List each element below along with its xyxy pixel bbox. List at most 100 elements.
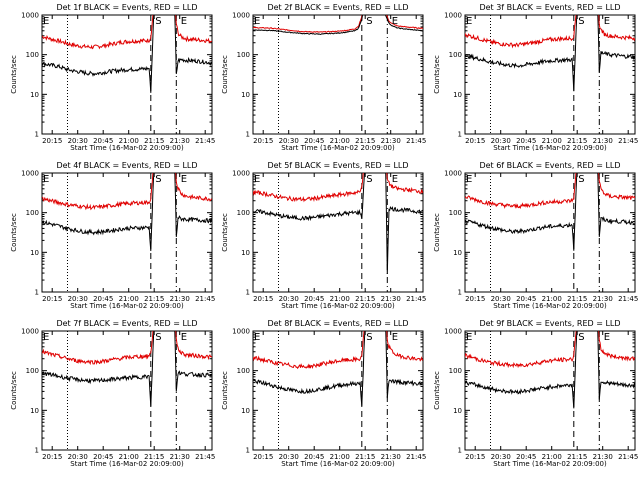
x-tick-label: 20:30 xyxy=(279,295,299,303)
event-marker: S xyxy=(155,174,161,185)
y-tick-label: 10 xyxy=(30,249,39,257)
y-tick-label: 10 xyxy=(30,407,39,415)
plot-frame xyxy=(252,172,424,293)
x-tick-label: 21:15 xyxy=(567,137,587,145)
x-tick-label: 20:30 xyxy=(491,137,511,145)
y-tick-label: 1000 xyxy=(232,328,250,336)
event-marker: E xyxy=(392,174,398,185)
event-marker: E xyxy=(43,332,49,343)
x-tick-label: 21:15 xyxy=(567,453,587,461)
event-marker: S xyxy=(155,16,161,27)
x-tick-label: 20:15 xyxy=(253,137,273,145)
series-line-lld xyxy=(42,173,212,211)
x-tick-label: 20:30 xyxy=(279,137,299,145)
x-tick-label: 21:15 xyxy=(355,137,375,145)
x-tick-label: 20:45 xyxy=(516,137,536,145)
series-line-lld xyxy=(253,331,423,370)
x-tick-label: 21:00 xyxy=(542,453,562,461)
series-line-lld xyxy=(42,331,212,366)
y-axis-label: Counts/sec xyxy=(433,213,441,252)
y-tick-label: 10 xyxy=(453,91,462,99)
y-axis-label: Counts/sec xyxy=(10,213,18,252)
x-axis-label: Start Time (16-Mar-02 20:09:00) xyxy=(281,144,395,152)
x-tick-label: 21:45 xyxy=(195,137,215,145)
x-tick-label: 20:15 xyxy=(253,295,273,303)
x-tick-label: 21:30 xyxy=(170,295,190,303)
event-marker: E xyxy=(392,16,398,27)
chart-panel-9f: Det 9f BLACK = Events, RED = LLD 1 10 100 10… xyxy=(433,319,638,468)
x-axis-label: Start Time (16-Mar-02 20:09:00) xyxy=(70,302,184,310)
x-tick-label: 20:15 xyxy=(42,137,62,145)
y-tick-label: 10 xyxy=(241,407,250,415)
y-tick-label: 1000 xyxy=(232,12,250,20)
series-line-events xyxy=(42,331,212,407)
event-marker: E xyxy=(604,16,610,27)
y-axis-label: Counts/sec xyxy=(433,55,441,94)
x-tick-label: 21:45 xyxy=(406,137,426,145)
y-axis-label: Counts/sec xyxy=(221,213,229,252)
y-tick-label: 1 xyxy=(458,131,462,139)
x-tick-label: 20:30 xyxy=(491,295,511,303)
y-tick-label: 10 xyxy=(30,91,39,99)
x-axis-label: Start Time (16-Mar-02 20:09:00) xyxy=(281,302,395,310)
x-tick-label: 21:00 xyxy=(119,295,139,303)
x-axis-label: Start Time (16-Mar-02 20:09:00) xyxy=(493,460,607,468)
x-tick-label: 21:00 xyxy=(119,137,139,145)
y-tick-label: 1 xyxy=(246,289,250,297)
x-tick-label: 21:45 xyxy=(406,453,426,461)
event-marker: S xyxy=(578,332,584,343)
x-tick-label: 21:00 xyxy=(542,295,562,303)
x-axis-label: Start Time (16-Mar-02 20:09:00) xyxy=(493,302,607,310)
x-tick-label: 21:00 xyxy=(330,295,350,303)
x-tick-label: 21:15 xyxy=(355,295,375,303)
chart-panel-4f: Det 4f BLACK = Events, RED = LLD 1 10 100 10… xyxy=(10,161,215,310)
x-tick-label: 21:00 xyxy=(542,137,562,145)
series-line-lld xyxy=(253,173,423,203)
y-tick-label: 1000 xyxy=(21,328,39,336)
event-marker: E xyxy=(604,174,610,185)
series-line-lld xyxy=(42,15,212,50)
y-tick-label: 100 xyxy=(26,209,39,217)
plot-frame xyxy=(252,330,424,451)
event-marker: E xyxy=(181,174,187,185)
x-tick-label: 20:15 xyxy=(253,453,273,461)
y-tick-label: 100 xyxy=(449,367,462,375)
series-line-lld xyxy=(465,173,635,209)
series-line-lld xyxy=(465,15,635,49)
event-marker: E xyxy=(254,16,260,27)
chart-panel-7f: Det 7f BLACK = Events, RED = LLD 1 10 100 10… xyxy=(10,319,215,468)
event-marker: E xyxy=(181,16,187,27)
chart-title: Det 3f BLACK = Events, RED = LLD xyxy=(479,3,620,12)
event-marker: E xyxy=(466,16,472,27)
y-tick-label: 100 xyxy=(449,51,462,59)
event-marker: S xyxy=(155,332,161,343)
chart-panel-6f: Det 6f BLACK = Events, RED = LLD 1 10 100 10… xyxy=(433,161,638,310)
y-tick-label: 100 xyxy=(26,367,39,375)
chart-panel-8f: Det 8f BLACK = Events, RED = LLD 1 10 100 10… xyxy=(221,319,426,468)
x-tick-label: 21:30 xyxy=(170,137,190,145)
y-tick-label: 100 xyxy=(449,209,462,217)
x-tick-label: 20:30 xyxy=(68,295,88,303)
series-line-events xyxy=(42,173,212,251)
y-tick-label: 1 xyxy=(246,131,250,139)
y-axis-label: Counts/sec xyxy=(10,55,18,94)
event-marker: E xyxy=(254,174,260,185)
chart-title: Det 5f BLACK = Events, RED = LLD xyxy=(267,161,408,170)
y-tick-label: 1 xyxy=(246,447,250,455)
plot-frame xyxy=(41,14,213,135)
series-line-events xyxy=(253,173,423,275)
event-marker: S xyxy=(366,16,372,27)
event-marker: S xyxy=(578,16,584,27)
series-line-events xyxy=(253,15,423,36)
y-tick-label: 1 xyxy=(458,447,462,455)
event-marker: E xyxy=(392,332,398,343)
y-tick-label: 1000 xyxy=(21,12,39,20)
x-tick-label: 20:15 xyxy=(465,137,485,145)
x-axis-label: Start Time (16-Mar-02 20:09:00) xyxy=(70,144,184,152)
chart-title: Det 7f BLACK = Events, RED = LLD xyxy=(56,319,197,328)
x-tick-label: 21:15 xyxy=(567,295,587,303)
y-tick-label: 100 xyxy=(237,209,250,217)
y-tick-label: 100 xyxy=(237,51,250,59)
event-marker: E xyxy=(254,332,260,343)
event-marker: E xyxy=(466,332,472,343)
